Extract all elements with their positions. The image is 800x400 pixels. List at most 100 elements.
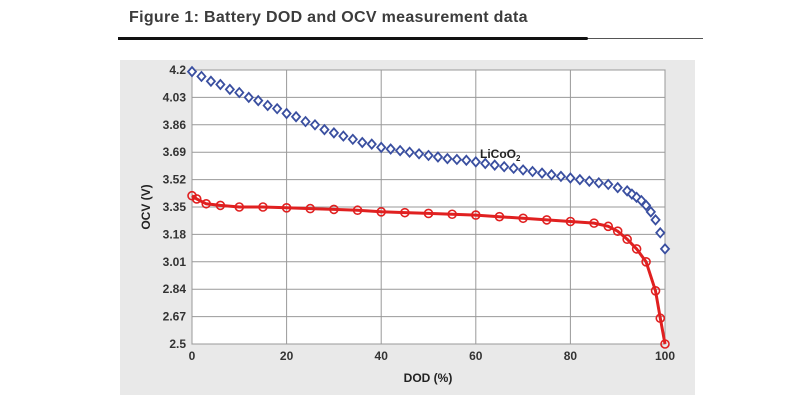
x-tick-label: 80 xyxy=(564,349,578,363)
data-point xyxy=(309,118,321,131)
y-tick-label: 4.03 xyxy=(163,90,187,104)
data-point xyxy=(201,198,211,209)
data-point xyxy=(546,168,557,181)
data-point xyxy=(338,130,349,142)
x-tick-label: 100 xyxy=(655,349,675,363)
data-point xyxy=(451,153,463,166)
data-point xyxy=(423,149,434,162)
y-tick-label: 3.52 xyxy=(163,173,187,187)
data-point xyxy=(404,146,415,159)
data-point xyxy=(470,156,482,168)
series-0 xyxy=(186,65,671,255)
data-point xyxy=(461,154,472,167)
data-point xyxy=(328,127,340,139)
data-point xyxy=(508,162,519,175)
data-point xyxy=(480,157,491,170)
data-point xyxy=(626,188,638,200)
data-point xyxy=(329,204,339,215)
data-point xyxy=(555,170,567,183)
data-point xyxy=(394,144,406,157)
data-point xyxy=(650,286,661,296)
data-point xyxy=(593,176,604,189)
data-point xyxy=(470,210,481,220)
data-point xyxy=(536,167,548,180)
data-point xyxy=(541,215,552,225)
data-point xyxy=(300,115,311,128)
data-point xyxy=(603,221,614,232)
x-axis-label: DOD (%) xyxy=(404,371,453,385)
title-divider-accent xyxy=(118,37,588,40)
y-tick-label: 2.67 xyxy=(163,310,187,324)
data-point xyxy=(494,211,505,222)
data-point xyxy=(423,208,434,219)
data-point xyxy=(243,91,254,104)
data-point xyxy=(631,244,642,254)
data-point xyxy=(645,205,657,218)
data-point xyxy=(565,216,576,227)
y-tick-label: 3.18 xyxy=(163,227,187,241)
data-point xyxy=(375,141,387,154)
data-point xyxy=(196,70,207,83)
series-line xyxy=(191,194,667,345)
data-point xyxy=(565,172,576,184)
x-tick-label: 0 xyxy=(189,349,196,363)
data-point xyxy=(650,214,661,226)
data-point xyxy=(205,75,217,88)
x-tick-label: 40 xyxy=(375,349,389,363)
data-point xyxy=(305,203,316,214)
data-point xyxy=(584,175,595,188)
data-point xyxy=(271,102,283,115)
data-point xyxy=(215,200,226,211)
figure-title: Figure 1: Battery DOD and OCV measuremen… xyxy=(129,9,528,26)
data-point xyxy=(498,160,510,173)
tick-labels: 0 20 40 60 80 100 4.2 4.03 3.86 3.69 3.52 3.35 3.18 3… xyxy=(163,63,676,363)
y-tick-label: 3.69 xyxy=(163,145,187,159)
data-point xyxy=(262,99,273,112)
y-axis-label: OCV (V) xyxy=(139,184,153,229)
series-marks xyxy=(186,65,671,349)
data-point xyxy=(352,205,363,216)
series-annotation: LiCoO2 xyxy=(480,147,521,163)
data-point xyxy=(258,202,268,212)
data-point xyxy=(400,207,410,218)
data-point xyxy=(191,194,202,204)
data-point xyxy=(603,178,614,191)
series-1 xyxy=(187,190,670,349)
data-point xyxy=(641,256,651,267)
data-point xyxy=(413,147,425,160)
data-point xyxy=(659,243,671,255)
y-tick-label: 2.5 xyxy=(169,337,186,351)
annotation-subscript: 2 xyxy=(516,154,521,163)
annotation-text: LiCoO xyxy=(480,147,516,161)
data-point xyxy=(215,78,226,91)
data-point xyxy=(281,203,292,213)
x-tick-label: 20 xyxy=(280,349,294,363)
y-tick-label: 2.84 xyxy=(163,282,187,296)
data-point xyxy=(655,226,666,239)
data-point xyxy=(527,165,538,178)
y-tick-label: 3.01 xyxy=(163,255,187,269)
data-point xyxy=(319,123,330,136)
data-point xyxy=(234,86,245,99)
data-point xyxy=(612,226,623,236)
data-point xyxy=(589,218,599,228)
data-point xyxy=(376,207,387,217)
data-point xyxy=(518,213,528,224)
data-point xyxy=(517,164,529,176)
data-point xyxy=(660,339,670,349)
y-tick-label: 3.35 xyxy=(163,200,187,214)
x-tick-label: 60 xyxy=(469,349,483,363)
data-point xyxy=(290,110,302,123)
data-point xyxy=(655,313,666,324)
data-point xyxy=(281,107,292,120)
data-point xyxy=(622,234,632,245)
data-point xyxy=(442,152,453,165)
y-tick-label: 3.86 xyxy=(163,118,187,132)
data-point xyxy=(432,151,444,163)
y-tick-label: 4.2 xyxy=(169,63,186,77)
data-point xyxy=(234,202,245,212)
data-point xyxy=(357,136,368,149)
data-point xyxy=(224,83,236,96)
data-point xyxy=(385,143,396,155)
